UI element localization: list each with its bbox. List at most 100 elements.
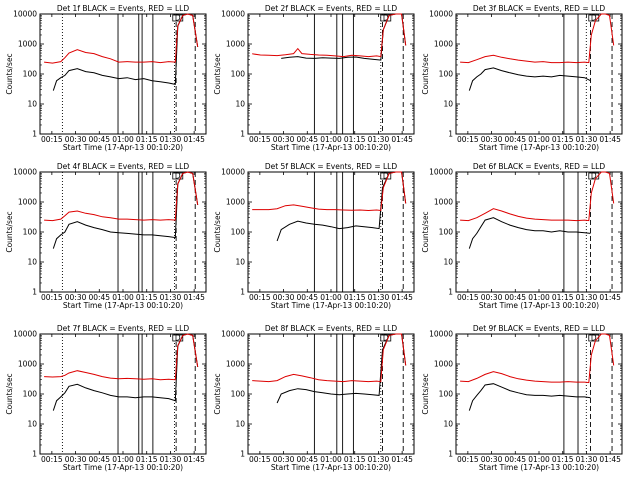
- attenuator-box: [172, 14, 184, 22]
- y-tick-label: 1000: [18, 360, 37, 369]
- y-tick-label: 10: [27, 420, 37, 429]
- x-tick-label: 00:45: [88, 293, 110, 302]
- y-tick-label: 1000: [226, 360, 245, 369]
- y-axis-label: Counts/sec: [213, 373, 222, 414]
- plot-frame: [39, 333, 207, 455]
- x-axis-label: Start Time (17-Apr-13 00:10:20): [63, 301, 183, 310]
- attenuator-box-label: D: [175, 14, 181, 23]
- x-tick-label: 01:15: [552, 135, 574, 144]
- x-tick-label: 01:45: [183, 135, 205, 144]
- x-tick-label: 01:15: [136, 135, 158, 144]
- x-axis-label: Start Time (17-Apr-13 00:10:20): [479, 143, 599, 152]
- panel-8: Det 8f BLACK = Events, RED = LLD Start Ti…: [213, 324, 415, 472]
- plot-frame: [455, 333, 623, 455]
- x-tick-label: 00:45: [296, 455, 318, 464]
- y-tick-label: 10000: [13, 168, 37, 177]
- events-series-line: [468, 217, 591, 249]
- y-tick-label: 10: [443, 420, 453, 429]
- lld-series-line: [460, 13, 615, 64]
- y-tick-label: 1: [240, 130, 245, 139]
- y-axis-label: Counts/sec: [421, 53, 430, 94]
- lld-series-line: [460, 171, 615, 222]
- x-axis-label: Start Time (17-Apr-13 00:10:20): [271, 463, 391, 472]
- x-tick-label: 01:45: [391, 293, 413, 302]
- attenuator-box-label: D: [591, 334, 597, 343]
- lld-series-line: [44, 13, 199, 64]
- x-tick-label: 01:45: [391, 455, 413, 464]
- y-tick-label: 10000: [429, 168, 453, 177]
- x-tick-label: 00:15: [41, 293, 63, 302]
- y-tick-label: 100: [23, 70, 38, 79]
- x-tick-label: 00:45: [504, 455, 526, 464]
- chart-title: Det 2f BLACK = Events, RED = LLD: [265, 4, 398, 13]
- x-axis-label: Start Time (17-Apr-13 00:10:20): [479, 301, 599, 310]
- x-tick-label: 01:45: [183, 455, 205, 464]
- x-tick-label: 00:45: [88, 135, 110, 144]
- x-tick-label: 01:15: [552, 455, 574, 464]
- panel-4: Det 4f BLACK = Events, RED = LLD Start Ti…: [5, 162, 207, 310]
- x-tick-label: 00:15: [457, 293, 479, 302]
- y-tick-label: 10: [443, 258, 453, 267]
- y-tick-label: 1: [240, 288, 245, 297]
- attenuator-box-label: D: [175, 172, 181, 181]
- y-tick-label: 100: [23, 390, 38, 399]
- x-tick-label: 01:00: [320, 293, 342, 302]
- x-tick-label: 01:00: [528, 135, 550, 144]
- x-tick-label: 01:30: [368, 455, 390, 464]
- y-axis-label: Counts/sec: [5, 53, 14, 94]
- y-tick-label: 100: [23, 228, 38, 237]
- x-tick-label: 01:30: [160, 135, 182, 144]
- y-tick-label: 10000: [13, 10, 37, 19]
- attenuator-box: [380, 14, 392, 22]
- lld-series-line: [44, 171, 199, 222]
- x-tick-label: 00:30: [65, 455, 87, 464]
- x-tick-label: 00:30: [65, 135, 87, 144]
- panel-7: Det 7f BLACK = Events, RED = LLD Start Ti…: [5, 324, 207, 472]
- x-tick-label: 01:30: [368, 293, 390, 302]
- y-tick-label: 1000: [18, 40, 37, 49]
- attenuator-box-label: D: [383, 172, 389, 181]
- lld-series-line: [460, 333, 615, 384]
- x-axis-label: Start Time (17-Apr-13 00:10:20): [63, 463, 183, 472]
- x-tick-label: 01:30: [160, 293, 182, 302]
- panel-9: Det 9f BLACK = Events, RED = LLD Start Ti…: [421, 324, 623, 472]
- y-tick-label: 10000: [221, 10, 245, 19]
- y-tick-label: 10: [235, 258, 245, 267]
- attenuator-box: [588, 172, 600, 180]
- x-tick-label: 00:45: [296, 135, 318, 144]
- y-tick-label: 10: [235, 100, 245, 109]
- x-tick-label: 00:15: [249, 455, 271, 464]
- events-series-line: [276, 171, 407, 242]
- attenuator-box: [380, 172, 392, 180]
- x-tick-label: 01:00: [320, 135, 342, 144]
- y-tick-label: 1000: [434, 198, 453, 207]
- attenuator-box: [588, 334, 600, 342]
- x-tick-label: 01:30: [576, 455, 598, 464]
- plot-frame: [39, 13, 207, 135]
- plot-frame: [455, 171, 623, 293]
- y-tick-label: 10: [27, 258, 37, 267]
- events-series-line: [276, 333, 407, 404]
- y-tick-label: 1000: [226, 40, 245, 49]
- y-tick-label: 1: [448, 288, 453, 297]
- lld-series-line: [252, 171, 407, 212]
- attenuator-box-label: D: [591, 14, 597, 23]
- x-tick-label: 00:15: [457, 135, 479, 144]
- x-tick-label: 01:00: [320, 455, 342, 464]
- y-axis-label: Counts/sec: [213, 211, 222, 252]
- lld-series-line: [252, 333, 407, 383]
- chart-title: Det 6f BLACK = Events, RED = LLD: [473, 162, 606, 171]
- chart-title: Det 7f BLACK = Events, RED = LLD: [57, 324, 190, 333]
- x-tick-label: 00:30: [65, 293, 87, 302]
- y-tick-label: 100: [439, 390, 454, 399]
- chart-title: Det 4f BLACK = Events, RED = LLD: [57, 162, 190, 171]
- y-tick-label: 1: [448, 450, 453, 459]
- attenuator-box: [380, 334, 392, 342]
- x-tick-label: 01:00: [528, 455, 550, 464]
- x-tick-label: 00:30: [273, 455, 295, 464]
- y-tick-label: 10000: [429, 330, 453, 339]
- y-axis-label: Counts/sec: [421, 211, 430, 252]
- x-tick-label: 00:15: [457, 455, 479, 464]
- y-tick-label: 10000: [13, 330, 37, 339]
- y-axis-label: Counts/sec: [421, 373, 430, 414]
